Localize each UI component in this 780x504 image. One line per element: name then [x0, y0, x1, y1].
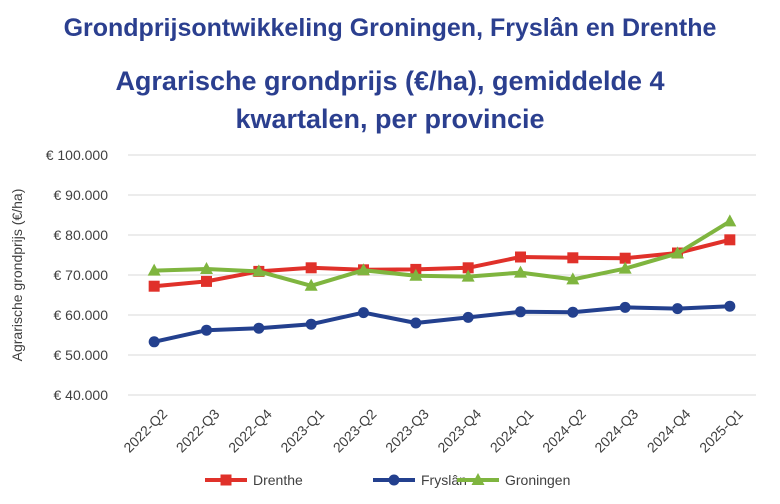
data-point [410, 317, 422, 329]
x-tick-label: 2024-Q4 [644, 406, 694, 456]
legend-label: Fryslân [421, 472, 467, 488]
data-point [409, 268, 423, 281]
data-point [462, 262, 474, 274]
legend-item: Groningen [457, 472, 570, 488]
data-point [201, 275, 212, 287]
chart-subtitle-line1: Agrarische grondprijs (€/ha), gemiddelde… [115, 66, 665, 96]
y-tick-label: € 100.000 [46, 147, 108, 163]
x-tick-label: 2022-Q3 [173, 406, 223, 456]
chart-subtitle: Agrarische grondprijs (€/ha), gemiddelde… [0, 62, 780, 138]
data-point [471, 473, 485, 485]
series-line [153, 237, 731, 289]
y-tick-label: € 80.000 [54, 227, 109, 243]
data-point [462, 311, 474, 323]
data-point [619, 252, 631, 264]
data-point [388, 474, 400, 486]
legend-item: Fryslân [373, 472, 467, 488]
series-frysln [148, 300, 736, 348]
legend: Drenthe Fryslân Groningen [205, 472, 570, 488]
x-tick-label: 2023-Q2 [330, 406, 380, 456]
y-axis-label: Agrarische grondprijs (€/ha) [9, 189, 25, 362]
x-tick-label: 2023-Q1 [277, 406, 327, 456]
data-point [304, 278, 318, 291]
data-point [147, 263, 161, 276]
data-point [358, 307, 369, 319]
y-tick-label: € 50.000 [54, 347, 109, 363]
data-point [672, 303, 683, 315]
y-axis-ticks: € 40.000 € 50.000 € 60.000 € 70.000 € 80.000… [46, 147, 109, 403]
data-point [252, 264, 266, 277]
data-point [567, 306, 579, 318]
data-point [514, 265, 527, 278]
data-point [148, 280, 160, 292]
data-point [619, 301, 631, 313]
data-point [515, 251, 526, 263]
chart-subtitle-line2: kwartalen, per provincie [235, 104, 545, 134]
data-point [724, 234, 736, 246]
x-axis-ticks: 2022-Q2 2022-Q3 2022-Q4 2023-Q1 2023-Q2 2023-… [120, 406, 746, 456]
data-point [461, 269, 475, 282]
y-tick-label: € 60.000 [54, 307, 109, 323]
x-tick-label: 2022-Q4 [225, 406, 275, 456]
chart-title: Grondprijsontwikkeling Groningen, Fryslâ… [63, 14, 717, 42]
data-point [723, 214, 737, 227]
data-point [618, 261, 632, 274]
legend-label: Drenthe [253, 472, 303, 488]
data-point [515, 306, 526, 318]
data-point [357, 263, 370, 276]
data-point [253, 322, 265, 334]
x-tick-label: 2023-Q3 [382, 406, 432, 456]
series-line [154, 219, 731, 288]
data-point [220, 474, 232, 486]
data-point [148, 336, 160, 348]
y-tick-label: € 70.000 [54, 267, 109, 283]
x-tick-label: 2024-Q3 [591, 406, 641, 456]
legend-item: Drenthe [205, 472, 303, 488]
x-tick-label: 2023-Q4 [434, 406, 484, 456]
x-tick-label: 2024-Q2 [539, 406, 589, 456]
x-tick-label: 2025-Q1 [696, 406, 746, 456]
data-point [566, 272, 580, 285]
y-tick-label: € 90.000 [54, 187, 109, 203]
series-groningen [147, 214, 737, 291]
x-tick-label: 2024-Q1 [487, 406, 537, 456]
legend-label: Groningen [505, 472, 570, 488]
data-point [305, 318, 317, 330]
x-tick-label: 2022-Q2 [120, 406, 170, 456]
data-point [305, 262, 317, 274]
data-point [724, 300, 736, 312]
data-point [567, 252, 579, 264]
y-tick-label: € 40.000 [54, 387, 109, 403]
data-point [671, 246, 684, 259]
series-line [153, 304, 730, 344]
series-lines [147, 214, 737, 348]
data-point [201, 324, 212, 336]
data-point [200, 262, 213, 274]
